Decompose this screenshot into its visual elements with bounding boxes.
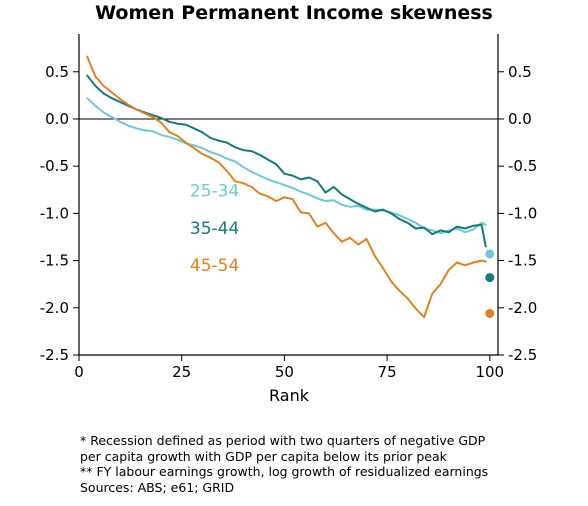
x-tick-label: 50 bbox=[275, 363, 294, 381]
x-tick-label: 0 bbox=[74, 363, 84, 381]
series-label-35-44: 35-44 bbox=[190, 219, 239, 239]
left-tick-labels: 0.5 0.0 -0.5 -1.0 -1.5 -2.0 -2.5 bbox=[40, 63, 79, 364]
footnote-line-2: per capita growth with GDP per capita be… bbox=[80, 448, 447, 464]
footnote-line-4: Sources: ABS; e61; GRID bbox=[80, 479, 235, 495]
left-tick-label: -2.5 bbox=[40, 346, 69, 364]
series-line-45-54 bbox=[86, 55, 487, 319]
right-tick-label: -2.5 bbox=[508, 346, 537, 364]
skewness-chart: Women Permanent Income skewness 0.5 0.0 -0… bbox=[40, 2, 538, 405]
x-axis-label: Rank bbox=[269, 386, 310, 405]
series-lines bbox=[86, 55, 495, 319]
left-tick-label: -0.5 bbox=[40, 157, 69, 175]
left-tick-label: 0.0 bbox=[45, 110, 69, 128]
right-tick-label: -1.0 bbox=[508, 204, 537, 222]
footnote-line-3: ** FY labour earnings growth, log growth… bbox=[80, 464, 489, 480]
plot-frame bbox=[78, 34, 499, 356]
left-tick-label: -1.5 bbox=[40, 252, 69, 270]
series-line-35-44 bbox=[86, 74, 487, 248]
left-tick-label: 0.5 bbox=[45, 63, 69, 81]
series-endpoint-25-34 bbox=[485, 249, 495, 259]
right-tick-label: 0.0 bbox=[508, 110, 532, 128]
right-tick-label: -0.5 bbox=[508, 157, 537, 175]
footnotes: * Recession defined as period with two q… bbox=[80, 433, 580, 495]
footnote-line-1: * Recession defined as period with two q… bbox=[80, 433, 486, 448]
x-tick-label: 75 bbox=[378, 363, 397, 381]
chart-title: Women Permanent Income skewness bbox=[95, 2, 493, 24]
series-line-25-34 bbox=[86, 97, 487, 235]
right-tick-label: -2.0 bbox=[508, 299, 537, 317]
series-label-45-54: 45-54 bbox=[190, 256, 239, 276]
left-tick-label: -1.0 bbox=[40, 204, 69, 222]
x-tick-label: 25 bbox=[172, 363, 191, 381]
right-tick-labels: 0.5 0.0 -0.5 -1.0 -1.5 -2.0 -2.5 bbox=[498, 63, 537, 364]
series-endpoint-35-44 bbox=[485, 273, 495, 283]
left-tick-label: -2.0 bbox=[40, 299, 69, 317]
right-tick-label: 0.5 bbox=[508, 63, 532, 81]
series-label-25-34: 25-34 bbox=[190, 181, 239, 201]
x-tick-label: 100 bbox=[475, 363, 504, 381]
x-tick-labels: 0 25 50 75 100 bbox=[74, 355, 504, 381]
series-endpoint-45-54 bbox=[485, 308, 495, 318]
series-labels: 25-34 35-44 45-54 bbox=[190, 181, 239, 276]
right-tick-label: -1.5 bbox=[508, 252, 537, 270]
